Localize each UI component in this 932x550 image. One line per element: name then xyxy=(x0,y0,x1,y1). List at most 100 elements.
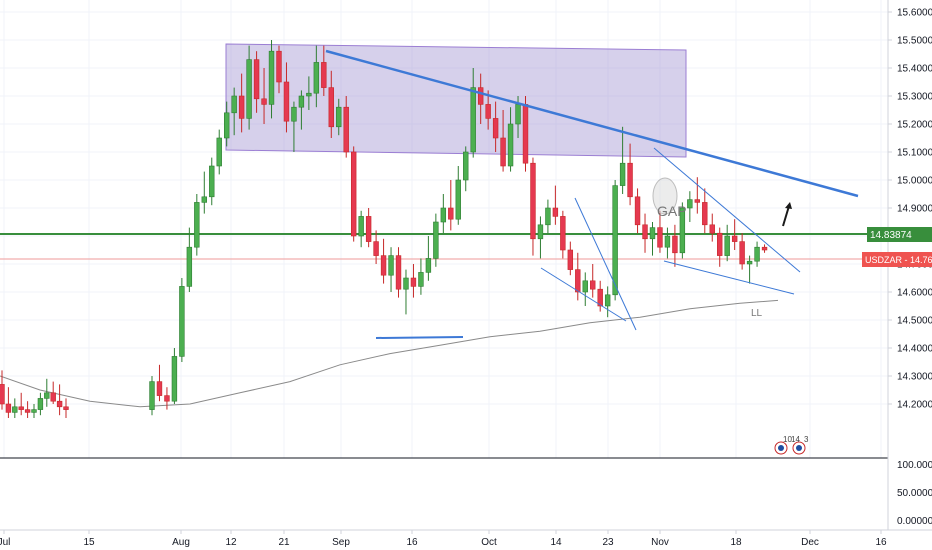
candle xyxy=(5,387,12,418)
indicator-tick-label: 50.00000 xyxy=(897,488,932,499)
level-price-text: 14.83874 xyxy=(870,230,912,241)
price-tick-label: 15.40000 xyxy=(897,64,932,75)
gap-label: GAP xyxy=(657,203,687,219)
candle xyxy=(657,210,663,253)
candle xyxy=(500,110,506,172)
price-tick-label: 14.90000 xyxy=(897,204,932,215)
candle xyxy=(276,45,282,94)
candle xyxy=(216,129,222,175)
candle xyxy=(224,101,230,147)
candle xyxy=(507,107,514,172)
candle xyxy=(455,166,461,225)
time-axis[interactable]: Jul 15 Aug 12 21 Sep 16 Oct 14 23 Nov 18 Dec 16 xyxy=(0,530,887,548)
candle xyxy=(306,76,312,110)
candle xyxy=(194,194,200,256)
last-price-value: 14.76037 xyxy=(910,255,932,265)
candle xyxy=(313,45,320,108)
price-tick-label: 14.50000 xyxy=(897,316,932,327)
time-tick-label: Aug xyxy=(172,537,190,548)
candle xyxy=(470,68,476,158)
candle xyxy=(604,286,611,318)
candle xyxy=(321,45,327,96)
candles xyxy=(0,40,768,418)
candle xyxy=(24,401,31,418)
resistance-zone xyxy=(225,43,687,158)
event-badge-count: 3 xyxy=(804,435,809,444)
candle xyxy=(709,213,715,242)
candle xyxy=(261,68,267,124)
time-tick-label: Sep xyxy=(332,537,350,548)
candle xyxy=(343,96,349,158)
candle xyxy=(149,376,155,416)
candle xyxy=(724,224,730,262)
candle xyxy=(238,73,245,133)
candle xyxy=(634,188,641,234)
candle xyxy=(567,241,574,276)
candle xyxy=(672,224,678,267)
grid xyxy=(0,0,888,458)
candle xyxy=(18,392,24,416)
candle xyxy=(448,180,454,231)
candle xyxy=(433,213,439,267)
candle xyxy=(253,51,260,113)
candle xyxy=(336,98,342,136)
candle xyxy=(283,62,290,133)
candle xyxy=(545,199,551,234)
candle xyxy=(201,171,207,214)
time-tick-label: Oct xyxy=(481,537,497,548)
candle xyxy=(44,378,50,407)
candle xyxy=(403,269,409,315)
last-price-text: USDZAR - 14.76037 xyxy=(865,255,932,265)
wedge-lower xyxy=(663,260,795,295)
indicator-axis: 100.00000 50.00000 0.00000 xyxy=(897,460,932,527)
candle xyxy=(231,87,237,136)
price-tick-label: 14.20000 xyxy=(897,400,932,411)
time-tick-label: Jul xyxy=(0,537,10,548)
time-tick-label: 15 xyxy=(83,537,95,548)
price-tick-label: 14.60000 xyxy=(897,288,932,299)
candle xyxy=(485,90,491,130)
time-tick-label: 23 xyxy=(602,537,614,548)
time-tick-label: Nov xyxy=(651,537,669,548)
price-axis[interactable]: 15.60000 15.50000 15.40000 15.30000 15.20000… xyxy=(888,8,932,411)
candle xyxy=(590,264,596,298)
candle xyxy=(702,188,708,234)
candle xyxy=(530,157,536,256)
last-price-badge: USDZAR - 14.76037 xyxy=(862,252,932,267)
time-tick-label: 14 xyxy=(550,537,562,548)
candle xyxy=(365,208,372,248)
time-tick-label: 16 xyxy=(875,537,887,548)
candle xyxy=(350,146,357,242)
candle xyxy=(440,194,447,234)
moving-average-line xyxy=(0,299,779,408)
candle xyxy=(12,398,18,418)
candle xyxy=(761,244,768,253)
candle xyxy=(164,387,170,410)
candle xyxy=(63,398,69,418)
price-tick-label: 15.20000 xyxy=(897,120,932,131)
candle xyxy=(522,96,529,172)
candle xyxy=(731,219,738,250)
candle xyxy=(268,40,275,119)
candle xyxy=(186,227,193,292)
price-tick-label: 15.50000 xyxy=(897,36,932,47)
event-badges[interactable]: 10 14 3 xyxy=(774,435,809,455)
candle xyxy=(664,227,671,259)
candle xyxy=(418,258,424,295)
descending-trendline xyxy=(325,49,859,198)
candle xyxy=(209,157,215,206)
channel-upper-1 xyxy=(574,197,637,331)
flag-icon[interactable] xyxy=(778,445,784,451)
candle xyxy=(687,191,693,222)
candle xyxy=(328,70,334,138)
price-tick-label: 15.60000 xyxy=(897,8,932,19)
candle xyxy=(37,392,44,416)
candle xyxy=(179,278,185,362)
price-tick-label: 15.10000 xyxy=(897,148,932,159)
candle xyxy=(642,213,648,253)
symbol-label: USDZAR xyxy=(865,255,903,265)
time-tick-label: 21 xyxy=(278,537,290,548)
flag-icon[interactable] xyxy=(796,445,802,451)
candle xyxy=(291,101,297,152)
